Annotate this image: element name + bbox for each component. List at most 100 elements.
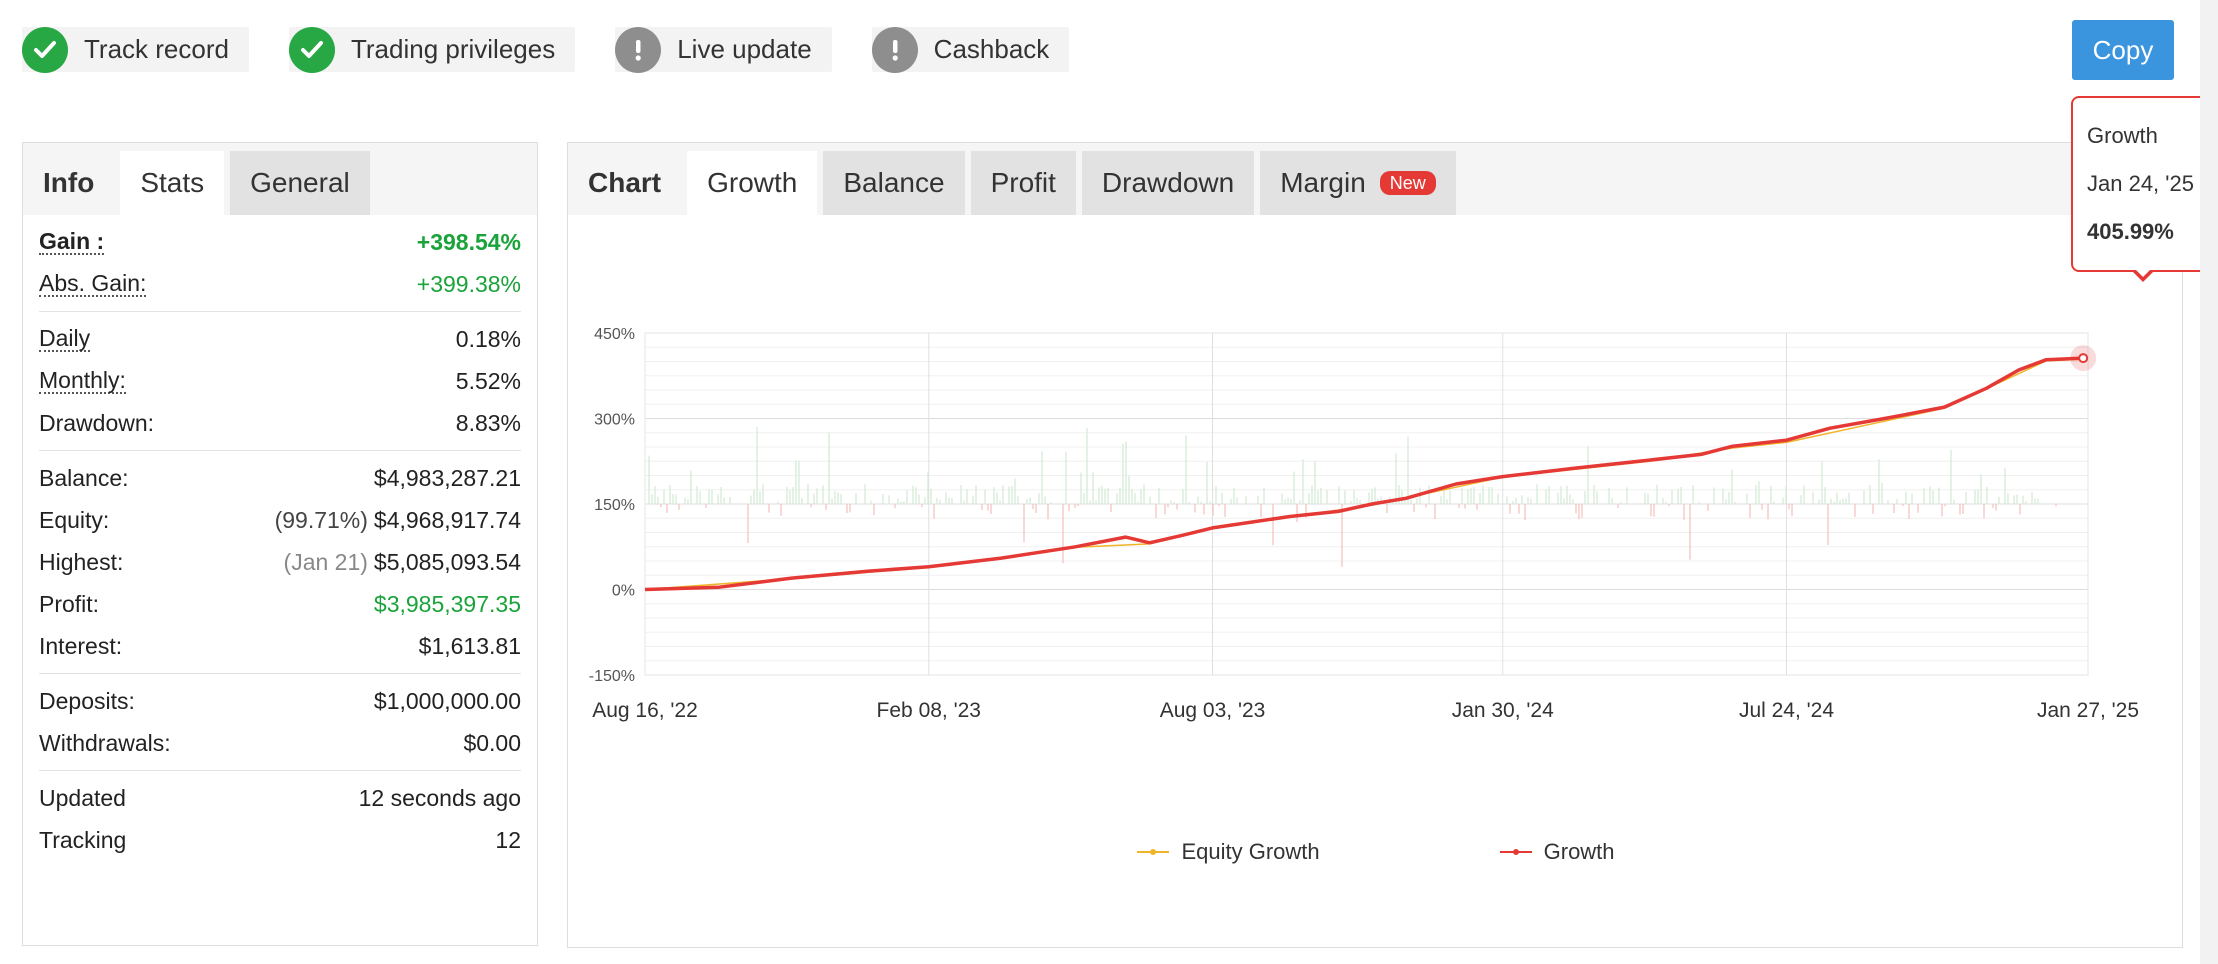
y-tick-label: 450%	[594, 326, 635, 343]
stat-label: Updated	[39, 784, 126, 811]
stat-row-updated: Updated 12 seconds ago	[39, 777, 521, 819]
tab-margin[interactable]: Margin New	[1260, 151, 1456, 215]
stat-row-daily: Daily 0.18%	[39, 318, 521, 360]
stat-row-equity: Equity: (99.71%) $4,968,917.74	[39, 499, 521, 541]
stat-row-highest: Highest: (Jan 21) $5,085,093.54	[39, 541, 521, 583]
legend-equity-growth[interactable]: Equity Growth	[1137, 839, 1320, 865]
tab-drawdown[interactable]: Drawdown	[1081, 151, 1255, 215]
stat-value: $5,085,093.54	[373, 548, 521, 575]
chart-tooltip: Growth Jan 24, '25 405.99%	[2071, 96, 2218, 272]
x-tick-label: Aug 03, '23	[1160, 699, 1266, 722]
stat-value: $4,968,917.74	[373, 506, 521, 533]
y-tick-label: -150%	[589, 668, 635, 685]
tooltip-date: Jan 24, '25	[2087, 171, 2194, 196]
badge-trading-privileges: Trading privileges	[288, 26, 576, 73]
stat-label[interactable]: Gain :	[39, 228, 105, 255]
y-tick-label: 300%	[594, 412, 635, 429]
cashflow-group: Deposits: $1,000,000.00 Withdrawals: $0.…	[39, 674, 521, 771]
stat-value: $1,613.81	[418, 632, 521, 659]
y-tick-label: 0%	[612, 583, 635, 600]
badge-label: Live update	[677, 34, 812, 64]
stat-label[interactable]: Monthly:	[39, 367, 126, 394]
stat-label: Profit:	[39, 590, 100, 617]
tab-growth[interactable]: Growth	[687, 151, 818, 215]
y-tick-label: 150%	[594, 497, 635, 514]
tab-info-label: Info	[43, 167, 95, 198]
stat-label: Deposits:	[39, 687, 135, 714]
stat-label: Withdrawals:	[39, 729, 171, 756]
tab-profit[interactable]: Profit	[970, 151, 1076, 215]
account-group: Balance: $4,983,287.21 Equity: (99.71%) $…	[39, 451, 521, 674]
stat-row-tracking: Tracking 12	[39, 819, 521, 861]
stat-value: 12	[495, 826, 521, 853]
x-tick-label: Aug 16, '22	[592, 699, 698, 722]
chart-tabs: Chart Growth Balance Profit Drawdown Mar…	[568, 143, 2182, 215]
stat-value: $1,000,000.00	[373, 687, 521, 714]
growth-chart[interactable]: 450% 300% 150% 0% -150% Aug 16, '22 Feb 08, '2…	[568, 215, 2183, 825]
badge-cashback: Cashback	[871, 26, 1070, 73]
check-icon	[288, 26, 335, 73]
stat-value: +398.54%	[416, 228, 521, 255]
legend-swatch	[1499, 849, 1532, 855]
stat-value: 12 seconds ago	[358, 784, 521, 811]
badge-track-record: Track record	[22, 26, 249, 73]
stat-value: $4,983,287.21	[373, 464, 521, 491]
gain-group: Gain : +398.54% Abs. Gain: +399.38%	[39, 215, 521, 312]
x-tick-label: Feb 08, '23	[877, 699, 981, 722]
stat-label: Tracking	[39, 826, 127, 853]
stat-row-balance: Balance: $4,983,287.21	[39, 457, 521, 499]
stat-row-withdrawals: Withdrawals: $0.00	[39, 722, 521, 764]
tab-margin-label: Margin	[1280, 167, 1366, 198]
stat-label: Balance:	[39, 464, 129, 491]
stat-value: $0.00	[463, 729, 521, 756]
stat-value: 5.52%	[455, 367, 521, 394]
tooltip-pointer	[2131, 267, 2155, 282]
stat-row-drawdown: Drawdown: 8.83%	[39, 402, 521, 444]
legend-label: Growth	[1543, 839, 1615, 864]
stat-label[interactable]: Abs. Gain:	[39, 270, 147, 297]
x-tick-label: Jan 30, '24	[1452, 699, 1554, 722]
chart-panel: Chart Growth Balance Profit Drawdown Mar…	[567, 142, 2183, 948]
stat-row-abs-gain: Abs. Gain: +399.38%	[39, 263, 521, 305]
growth-line	[644, 356, 2084, 592]
stat-label: Drawdown:	[39, 409, 155, 436]
rate-group: Daily 0.18% Monthly: 5.52% Drawdown: 8.8…	[39, 312, 521, 451]
stat-value-wrap: (Jan 21) $5,085,093.54	[284, 549, 521, 576]
stats-panel-tabs: Info Stats General	[23, 143, 537, 215]
stat-note: (Jan 21)	[283, 548, 368, 575]
tab-balance[interactable]: Balance	[823, 151, 965, 215]
exclamation-icon	[615, 26, 662, 73]
tab-chart-label: Chart	[588, 167, 662, 198]
page-scroll-edge	[2200, 0, 2218, 964]
stat-value: 8.83%	[455, 409, 521, 436]
stat-row-gain: Gain : +398.54%	[39, 221, 521, 263]
tab-stats[interactable]: Stats	[120, 151, 225, 215]
exclamation-icon	[871, 26, 918, 73]
stat-value: $3,985,397.35	[373, 590, 521, 617]
x-tick-label: Jul 24, '24	[1739, 699, 1834, 722]
copy-button[interactable]: Copy	[2072, 20, 2174, 80]
meta-group: Updated 12 seconds ago Tracking 12	[39, 771, 521, 867]
legend-growth[interactable]: Growth	[1499, 839, 1615, 865]
stat-row-monthly: Monthly: 5.52%	[39, 360, 521, 402]
legend-swatch	[1137, 849, 1170, 855]
tab-general[interactable]: General	[230, 151, 370, 215]
legend-label: Equity Growth	[1181, 839, 1320, 864]
stat-row-profit: Profit: $3,985,397.35	[39, 583, 521, 625]
badge-label: Cashback	[933, 34, 1050, 64]
stat-label: Highest:	[39, 548, 124, 575]
equity-growth-line	[644, 358, 2084, 591]
new-badge: New	[1379, 171, 1436, 195]
badge-label: Track record	[84, 34, 229, 64]
plot-area	[644, 332, 2089, 676]
tooltip-title: Growth	[2087, 123, 2158, 148]
verification-badges: Track record Trading privileges Live upd…	[22, 26, 1070, 73]
x-tick-label: Jan 27, '25	[2037, 699, 2139, 722]
stat-value: 0.18%	[455, 325, 521, 352]
stat-label[interactable]: Daily	[39, 325, 91, 352]
check-icon	[22, 26, 68, 73]
badge-live-update: Live update	[615, 26, 832, 73]
chart-legend: Equity Growth Growth	[568, 839, 2182, 865]
stat-value-wrap: (99.71%) $4,968,917.74	[275, 507, 521, 534]
stat-label: Interest:	[39, 632, 123, 659]
